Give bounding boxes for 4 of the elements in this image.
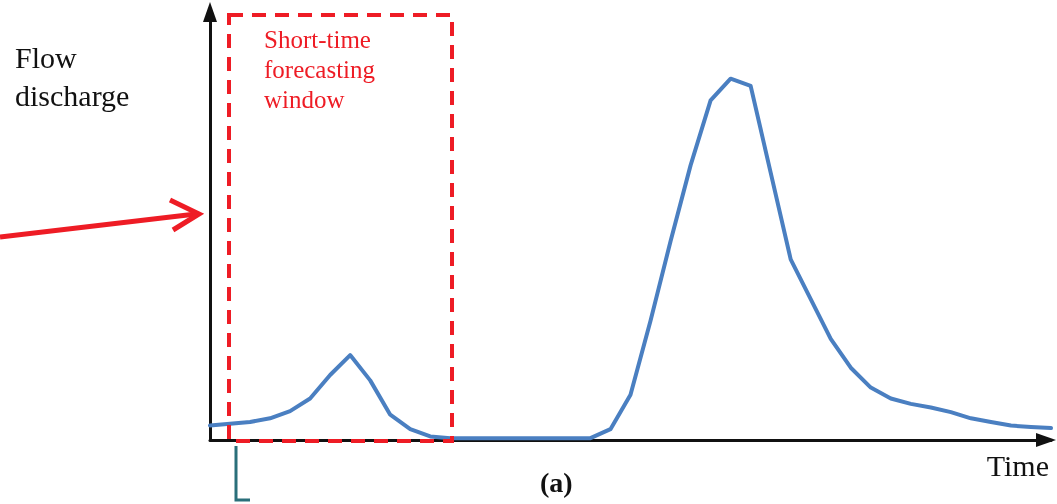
y-axis-title: Flow discharge xyxy=(15,40,130,112)
x-axis-title: Time xyxy=(986,448,1050,482)
text: (a) xyxy=(540,466,573,498)
annotation: Short-time forecasting window xyxy=(264,25,376,113)
